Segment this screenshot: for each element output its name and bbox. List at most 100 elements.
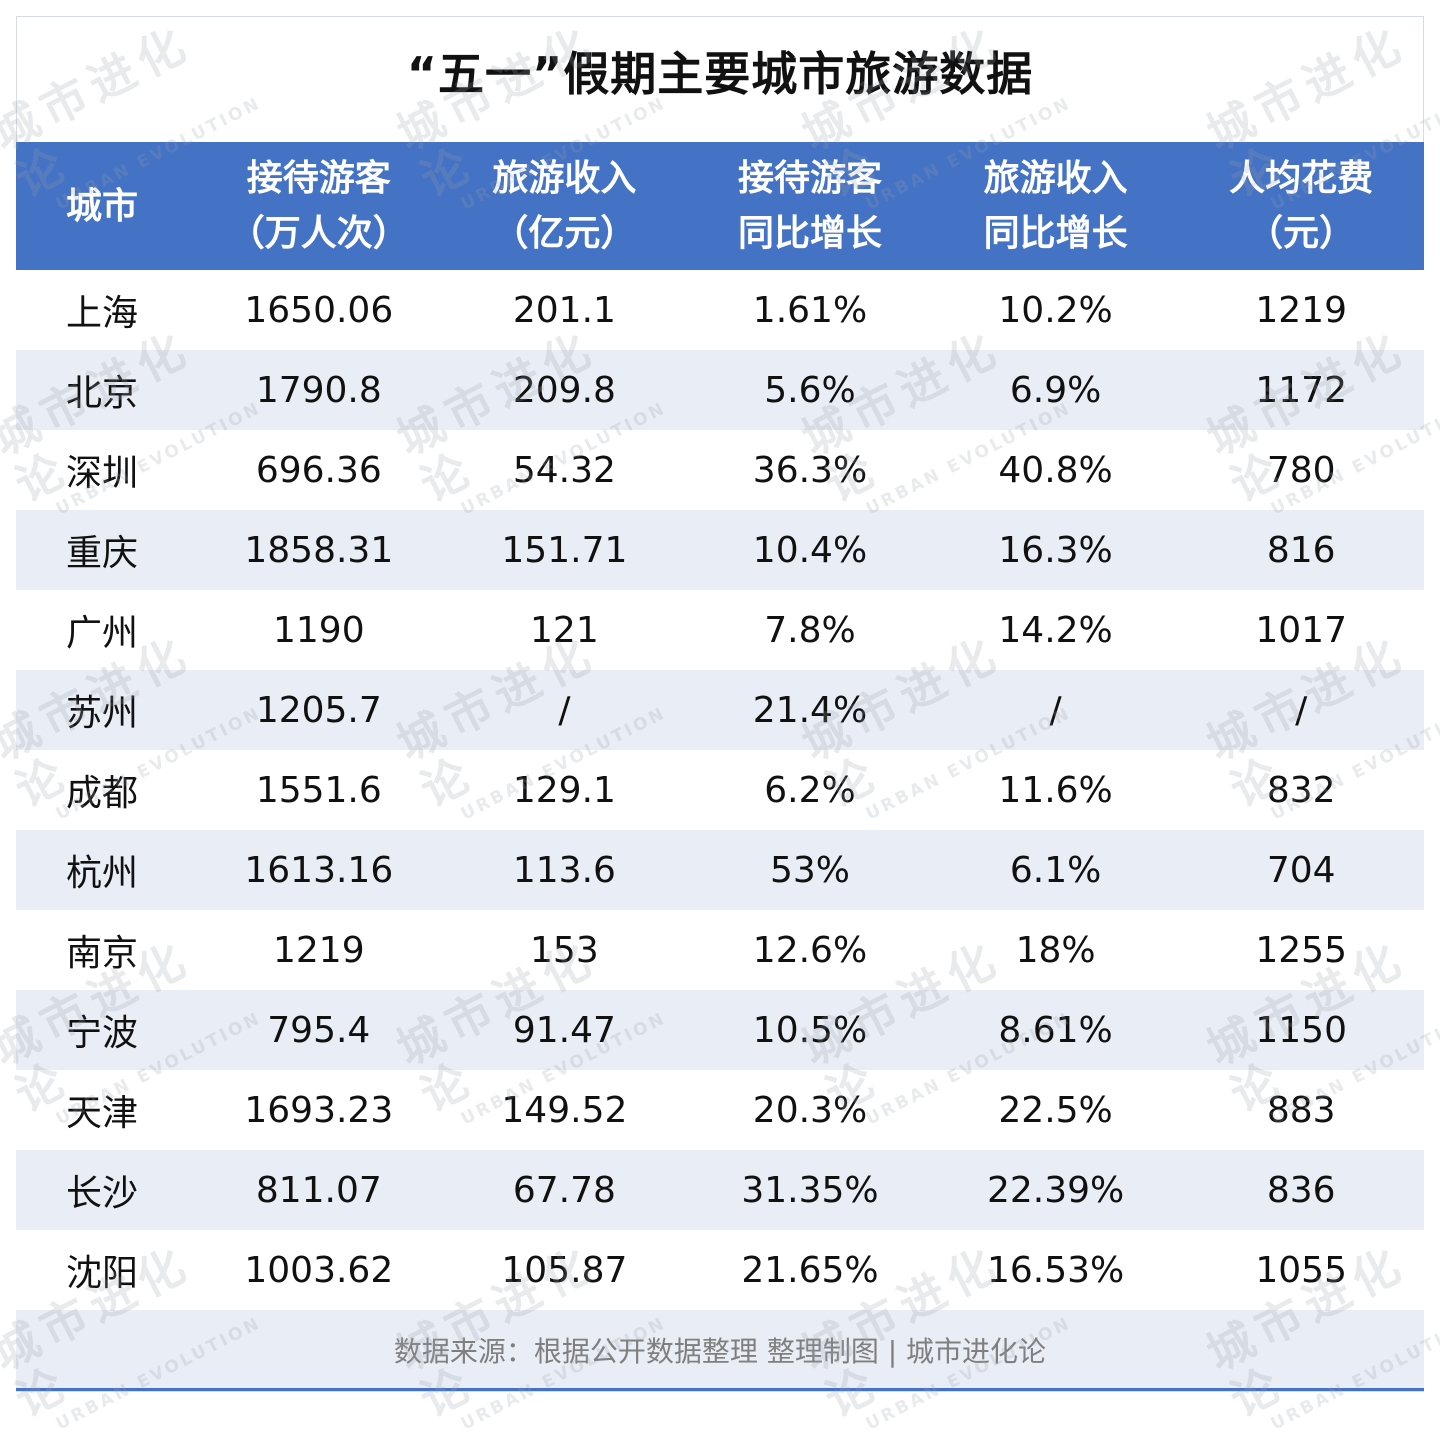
table-row: 宁波 795.4 91.47 10.5% 8.61% 1150: [16, 990, 1424, 1070]
cell-per-capita: 704: [1266, 849, 1336, 891]
header-revenue-line1: 旅游收入: [492, 158, 637, 199]
cell-visitors: 1858.31: [244, 529, 394, 571]
table-row: 长沙 811.07 67.78 31.35% 22.39% 836: [16, 1150, 1424, 1230]
figure-frame: [16, 16, 1424, 1392]
cell-city: 上海: [66, 293, 139, 334]
cell-visitors: 1219: [272, 929, 365, 971]
header-revenue-growth-line1: 旅游收入: [983, 158, 1128, 199]
header-visitors-growth-line2: 同比增长: [737, 213, 882, 254]
header-visitors-growth-line1: 接待游客: [737, 158, 882, 199]
cell-visitors-growth: 20.3%: [752, 1089, 868, 1131]
cell-city: 成都: [66, 773, 139, 814]
cell-city: 天津: [66, 1093, 139, 1134]
cell-revenue: 149.52: [501, 1089, 628, 1131]
cell-revenue-growth: 22.39%: [986, 1169, 1125, 1211]
cell-revenue: 129.1: [512, 769, 616, 811]
cell-city: 北京: [66, 373, 139, 414]
cell-visitors-growth: 21.65%: [741, 1249, 879, 1291]
cell-revenue-growth: 40.8%: [998, 449, 1113, 491]
header-per-capita-line2: （元）: [1247, 213, 1356, 254]
cell-revenue: 209.8: [512, 369, 616, 411]
cell-revenue-growth: /: [1049, 689, 1062, 731]
header-visitors-line2: （万人次）: [228, 213, 409, 254]
cell-visitors: 1551.6: [255, 769, 382, 811]
cell-per-capita: 1055: [1255, 1249, 1347, 1291]
cell-per-capita: 832: [1266, 769, 1336, 811]
cell-revenue-growth: 11.6%: [998, 769, 1113, 811]
table-row: 广州 1190 121 7.8% 14.2% 1017: [16, 590, 1424, 670]
header-city: 城市: [16, 142, 196, 270]
table-row: 重庆 1858.31 151.71 10.4% 16.3% 816: [16, 510, 1424, 590]
cell-visitors-growth: 53%: [769, 849, 850, 891]
cell-city: 深圳: [66, 453, 139, 494]
table-row: 深圳 696.36 54.32 36.3% 40.8% 780: [16, 430, 1424, 510]
page-title: “五一”假期主要城市旅游数据: [406, 47, 1034, 101]
cell-revenue-growth: 22.5%: [998, 1089, 1113, 1131]
table-row: 沈阳 1003.62 105.87 21.65% 16.53% 1055: [16, 1230, 1424, 1310]
cell-visitors-growth: 31.35%: [741, 1169, 879, 1211]
cell-revenue: /: [558, 689, 571, 731]
header-visitors-line1: 接待游客: [246, 158, 391, 199]
header-per-capita: 人均花费 （元）: [1178, 142, 1424, 270]
cell-visitors-growth: 21.4%: [752, 689, 868, 731]
cell-revenue-growth: 6.9%: [1009, 369, 1102, 411]
cell-visitors-growth: 12.6%: [752, 929, 868, 971]
cell-visitors: 696.36: [255, 449, 382, 491]
cell-revenue: 113.6: [512, 849, 616, 891]
cell-revenue-growth: 6.1%: [1009, 849, 1102, 891]
cell-per-capita: 883: [1266, 1089, 1336, 1131]
table-row: 北京 1790.8 209.8 5.6% 6.9% 1172: [16, 350, 1424, 430]
cell-visitors: 1003.62: [244, 1249, 394, 1291]
cell-revenue-growth: 14.2%: [998, 609, 1113, 651]
header-revenue-growth-line2: 同比增长: [983, 213, 1128, 254]
cell-revenue-growth: 16.3%: [998, 529, 1113, 571]
cell-visitors-growth: 10.5%: [752, 1009, 868, 1051]
cell-city: 重庆: [66, 533, 139, 574]
header-revenue-growth: 旅游收入 同比增长: [933, 142, 1179, 270]
table-row: 苏州 1205.7 / 21.4% / /: [16, 670, 1424, 750]
cell-visitors: 1190: [272, 609, 365, 651]
cell-city: 长沙: [66, 1173, 139, 1214]
header-city-label: 城市: [66, 185, 139, 227]
cell-visitors: 1205.7: [255, 689, 382, 731]
cell-revenue: 201.1: [512, 289, 616, 331]
table-row: 天津 1693.23 149.52 20.3% 22.5% 883: [16, 1070, 1424, 1150]
footer-divider: [16, 1388, 1424, 1391]
header-visitors-growth: 接待游客 同比增长: [687, 142, 933, 270]
cell-visitors-growth: 36.3%: [752, 449, 868, 491]
cell-revenue-growth: 10.2%: [998, 289, 1113, 331]
cell-revenue: 153: [530, 929, 599, 971]
cell-city: 广州: [66, 613, 139, 654]
cell-city: 沈阳: [66, 1253, 139, 1294]
table-row: 南京 1219 153 12.6% 18% 1255: [16, 910, 1424, 990]
cell-visitors-growth: 6.2%: [764, 769, 856, 811]
cell-revenue: 151.71: [501, 529, 628, 571]
cell-per-capita: 780: [1266, 449, 1336, 491]
cell-city: 南京: [66, 933, 139, 974]
cell-visitors-growth: 1.61%: [752, 289, 868, 331]
table-row: 杭州 1613.16 113.6 53% 6.1% 704: [16, 830, 1424, 910]
cell-revenue: 91.47: [512, 1009, 616, 1051]
header-revenue: 旅游收入 （亿元）: [442, 142, 688, 270]
header-per-capita-line1: 人均花费: [1229, 158, 1374, 199]
cell-visitors: 811.07: [255, 1169, 382, 1211]
source-footer: 数据来源：根据公开数据整理 整理制图 | 城市进化论: [16, 1310, 1424, 1390]
table-row: 上海 1650.06 201.1 1.61% 10.2% 1219: [16, 270, 1424, 350]
cell-per-capita: 1017: [1255, 609, 1347, 651]
cell-visitors-growth: 10.4%: [752, 529, 868, 571]
cell-per-capita: 1172: [1255, 369, 1347, 411]
cell-revenue: 121: [530, 609, 599, 651]
cell-per-capita: /: [1295, 689, 1308, 731]
cell-per-capita: 1255: [1255, 929, 1347, 971]
cell-visitors: 1650.06: [244, 289, 394, 331]
cell-per-capita: 1219: [1255, 289, 1347, 331]
cell-city: 宁波: [66, 1013, 139, 1054]
header-revenue-line2: （亿元）: [492, 213, 637, 254]
cell-per-capita: 836: [1266, 1169, 1336, 1211]
table-row: 成都 1551.6 129.1 6.2% 11.6% 832: [16, 750, 1424, 830]
cell-revenue: 105.87: [501, 1249, 628, 1291]
cell-per-capita: 1150: [1255, 1009, 1347, 1051]
cell-per-capita: 816: [1266, 529, 1336, 571]
cell-revenue: 67.78: [512, 1169, 616, 1211]
cell-revenue: 54.32: [512, 449, 616, 491]
